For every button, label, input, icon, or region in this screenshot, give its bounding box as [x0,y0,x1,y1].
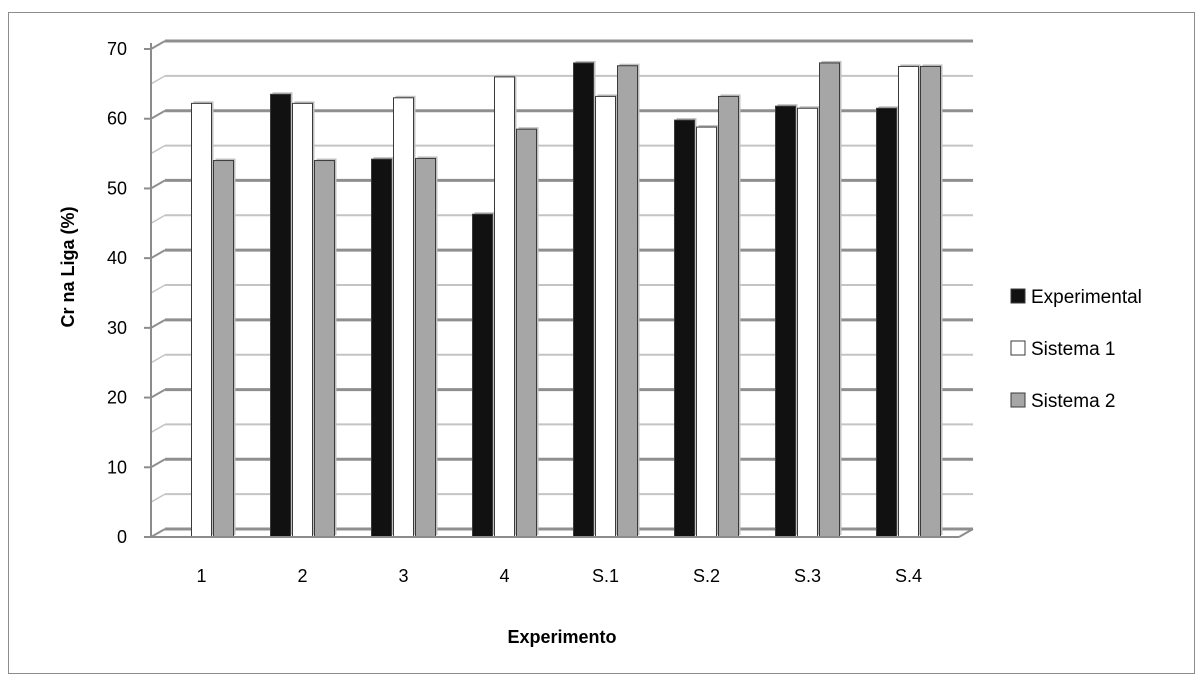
bar-sistema-1 [191,102,212,538]
gridline-depth [150,214,166,224]
gridline-depth [150,284,166,294]
bar [213,158,236,538]
gridline-depth [150,144,166,155]
bar-chart: 0 10 20 30 40 50 60 70 1 2 3 4 S.1 S.2 S.3 S.4 Cr na L… [58,39,1142,647]
legend-item: Sistema 1 [1010,339,1115,360]
y-tick-label: 50 [107,178,127,198]
bar [920,64,943,538]
bar-experimental [876,107,897,538]
legend-item: Experimental [1010,287,1142,308]
bar-experimental [775,105,796,538]
bar-sistema-2 [617,65,638,538]
legend-swatch [1010,288,1026,304]
legend-swatch [1010,392,1026,408]
gridline-depth [150,318,166,329]
bar-sistema-1 [393,97,414,538]
y-tick-label: 0 [117,527,127,547]
bar [314,158,337,538]
x-axis-title: Experimento [507,627,616,647]
bar [472,212,495,538]
legend-label: Sistema 1 [1031,339,1115,360]
bar-sistema-2 [718,95,739,538]
bar-sistema-1 [797,107,818,538]
bar-sistema-2 [819,62,840,538]
x-tick-label: S.1 [592,566,619,586]
bars [191,60,943,538]
legend-swatch [1010,340,1026,356]
bar [393,95,416,538]
bar [371,157,394,538]
x-tick-label: 2 [297,566,307,586]
legend-label: Experimental [1031,287,1142,308]
y-tick-labels: 0 10 20 30 40 50 60 70 [107,39,151,547]
x-tick-label: S.4 [895,566,922,586]
gridline-depth [150,109,166,120]
y-tick-label: 30 [107,318,127,338]
plot-background [151,41,973,537]
gridline-depth [150,423,166,434]
bar [415,156,438,538]
legend-label: Sistema 2 [1031,391,1115,412]
x-axis-depth [958,528,974,538]
x-tick-label: 4 [499,566,509,586]
axes [150,43,974,538]
gridline-depth [150,179,166,190]
gridline-depth [150,458,166,469]
gridline-depth [150,249,166,260]
y-tick-label: 10 [107,457,127,477]
bar-sistema-2 [516,128,537,538]
y-tick-label: 60 [107,109,127,129]
bar-sistema-1 [696,126,717,538]
bar [696,125,719,538]
bar-sistema-2 [213,160,234,538]
bar [876,106,899,538]
y-axis-title: Cr na Liga (%) [58,206,78,327]
legend: Experimental Sistema 1 Sistema 2 [1010,287,1142,412]
bar [516,127,539,538]
bar-sistema-2 [415,157,436,538]
bar-experimental [270,93,291,538]
x-tick-label: 3 [398,566,408,586]
bar [292,101,315,538]
y-tick-label: 20 [107,388,127,408]
gridline-depth [150,40,166,50]
bar [898,64,921,538]
bar [191,101,214,538]
y-tick-label: 70 [107,39,127,59]
y-tick-label: 40 [107,248,127,268]
plot-area [151,41,973,537]
bar-sistema-1 [494,76,515,538]
bar [819,60,842,538]
bar [494,74,517,538]
bar [573,60,596,538]
bar-sistema-1 [595,95,616,538]
bar-sistema-1 [292,102,313,538]
bar [595,94,618,538]
bar-sistema-2 [920,65,941,538]
gridline-depth [150,75,166,85]
bar-experimental [472,213,493,538]
legend-item: Sistema 2 [1010,391,1115,412]
bar-experimental [573,62,594,538]
bar [718,94,741,538]
bar [674,118,697,538]
bar-experimental [371,158,392,538]
gridline-depth [150,354,166,364]
x-tick-label: S.3 [794,566,821,586]
x-tick-label: 1 [196,566,206,586]
bar [617,63,640,538]
x-tick-labels: 1 2 3 4 S.1 S.2 S.3 S.4 [196,566,922,586]
bar-experimental [674,119,695,538]
bar [797,106,820,538]
x-tick-label: S.2 [693,566,720,586]
gridline-depth [150,493,166,503]
bar [270,92,293,538]
chart-frame: 0 10 20 30 40 50 60 70 1 2 3 4 S.1 S.2 S.3 S.4 Cr na L… [8,12,1195,674]
gridline-depth [150,528,166,538]
gridline-depth [150,388,166,399]
bar-sistema-2 [314,160,335,538]
bar [775,104,798,538]
bar-sistema-1 [898,65,919,538]
